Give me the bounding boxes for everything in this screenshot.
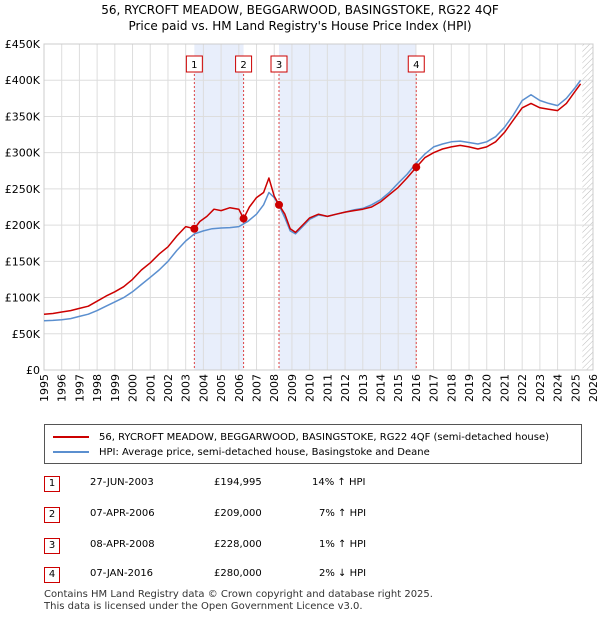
x-tick-label: 1996 bbox=[56, 374, 69, 402]
annotation-label: 1 bbox=[191, 60, 197, 71]
transaction-date: 27-JUN-2003 bbox=[90, 477, 154, 488]
x-tick-label: 2012 bbox=[339, 374, 352, 402]
transaction-price: £280,000 bbox=[214, 568, 262, 579]
transaction-number: 2 bbox=[44, 507, 60, 523]
y-tick-label: £0 bbox=[26, 364, 40, 377]
series-line-hpi bbox=[43, 79, 582, 322]
sale-point bbox=[239, 214, 248, 223]
y-tick-label: £250K bbox=[5, 183, 41, 196]
legend-swatch-hpi bbox=[53, 451, 89, 453]
x-tick-label: 2006 bbox=[233, 374, 246, 402]
chart-title: 56, RYCROFT MEADOW, BEGGARWOOD, BASINGST… bbox=[101, 3, 499, 17]
legend-label-property: 56, RYCROFT MEADOW, BEGGARWOOD, BASINGST… bbox=[99, 431, 550, 443]
x-tick-label: 2003 bbox=[180, 374, 193, 402]
y-tick-label: £300K bbox=[5, 147, 41, 160]
y-tick-label: £200K bbox=[5, 219, 41, 232]
x-tick-label: 1999 bbox=[109, 374, 122, 402]
transaction-date: 07-JAN-2016 bbox=[90, 568, 154, 579]
transaction-price: £194,995 bbox=[214, 477, 262, 488]
x-tick-label: 2009 bbox=[286, 374, 299, 402]
annotation-box bbox=[270, 55, 288, 73]
price-chart: 1 2 3 4 £0 £50K £100K £150K £200K £250K £300K £350… bbox=[5, 38, 600, 402]
x-tick-label: 2026 bbox=[587, 374, 600, 402]
x-tick-label: 2000 bbox=[127, 374, 140, 402]
x-tick-label: 2019 bbox=[463, 374, 476, 402]
transaction-date: 08-APR-2008 bbox=[90, 539, 155, 550]
footer-copyright: Contains HM Land Registry data © Crown c… bbox=[44, 589, 433, 600]
transaction-hpi: 7% ↑ HPI bbox=[319, 508, 367, 519]
x-tick-label: 2023 bbox=[534, 374, 547, 402]
x-tick-label: 2008 bbox=[268, 374, 281, 402]
x-tick-label: 2021 bbox=[498, 374, 511, 402]
annotation-label: 3 bbox=[276, 60, 282, 71]
sale-point bbox=[275, 200, 284, 209]
legend-swatch-property bbox=[53, 436, 89, 438]
transaction-date: 07-APR-2006 bbox=[90, 508, 155, 519]
transaction-price: £209,000 bbox=[214, 508, 262, 519]
x-tick-label: 2022 bbox=[516, 374, 529, 402]
chart-subtitle: Price paid vs. HM Land Registry's House … bbox=[128, 19, 472, 33]
transaction-hpi: 1% ↑ HPI bbox=[319, 539, 367, 550]
x-tick-label: 2018 bbox=[445, 374, 458, 402]
annotation-box bbox=[185, 55, 203, 73]
y-tick-label: £100K bbox=[5, 292, 41, 305]
y-tick-label: £350K bbox=[5, 110, 41, 123]
transaction-number: 4 bbox=[44, 567, 60, 583]
legend-item-property: 56, RYCROFT MEADOW, BEGGARWOOD, BASINGST… bbox=[53, 430, 549, 444]
x-tick-label: 2004 bbox=[197, 374, 210, 402]
x-tick-label: 2002 bbox=[162, 374, 175, 402]
x-tick-label: 2015 bbox=[392, 374, 405, 402]
transaction-number: 1 bbox=[44, 476, 60, 492]
shaded-range bbox=[194, 44, 244, 370]
y-tick-label: £150K bbox=[5, 255, 41, 268]
annotation-box bbox=[407, 55, 425, 73]
legend-item-hpi: HPI: Average price, semi-detached house,… bbox=[53, 445, 430, 459]
footer-licence: This data is licensed under the Open Gov… bbox=[44, 601, 363, 612]
annotation-label: 2 bbox=[240, 60, 246, 71]
x-tick-label: 2013 bbox=[357, 374, 370, 402]
series-line-property bbox=[43, 83, 582, 315]
x-tick-label: 2001 bbox=[144, 374, 157, 402]
sale-point bbox=[412, 163, 421, 172]
future-hatch bbox=[582, 44, 593, 370]
plot-border bbox=[43, 43, 594, 371]
y-tick-label: £400K bbox=[5, 74, 41, 87]
transaction-price: £228,000 bbox=[214, 539, 262, 550]
x-tick-label: 2016 bbox=[410, 374, 423, 402]
shaded-range bbox=[279, 44, 417, 370]
sale-point bbox=[190, 224, 199, 233]
x-tick-label: 2005 bbox=[215, 374, 228, 402]
legend: 56, RYCROFT MEADOW, BEGGARWOOD, BASINGST… bbox=[44, 424, 582, 464]
x-tick-label: 2025 bbox=[569, 374, 582, 402]
x-tick-label: 2010 bbox=[304, 374, 317, 402]
x-tick-label: 2024 bbox=[552, 374, 565, 402]
y-tick-label: £50K bbox=[12, 328, 41, 341]
x-tick-label: 2007 bbox=[251, 374, 264, 402]
x-tick-label: 2011 bbox=[321, 374, 334, 402]
x-tick-label: 2020 bbox=[481, 374, 494, 402]
x-tick-label: 2017 bbox=[428, 374, 441, 402]
legend-label-hpi: HPI: Average price, semi-detached house,… bbox=[99, 446, 430, 458]
transaction-hpi: 14% ↑ HPI bbox=[312, 477, 366, 488]
transaction-number: 3 bbox=[44, 538, 60, 554]
x-tick-label: 1998 bbox=[91, 374, 104, 402]
annotation-box bbox=[235, 55, 253, 73]
x-tick-label: 1997 bbox=[73, 374, 86, 402]
transaction-hpi: 2% ↓ HPI bbox=[319, 568, 367, 579]
annotation-label: 4 bbox=[413, 60, 419, 71]
x-tick-label: 2014 bbox=[374, 374, 387, 402]
x-tick-label: 1995 bbox=[38, 374, 51, 402]
y-tick-label: £450K bbox=[5, 38, 41, 51]
